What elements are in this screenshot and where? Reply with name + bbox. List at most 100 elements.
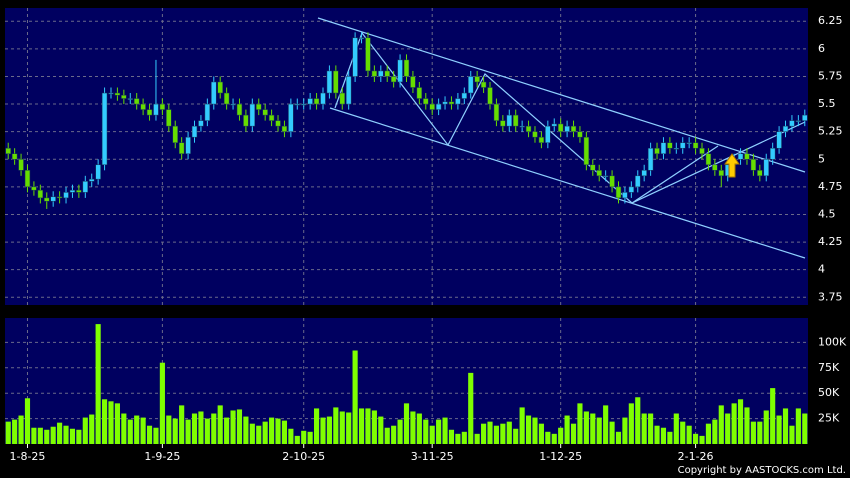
candle-body: [513, 114, 519, 127]
volume-bar: [461, 431, 467, 444]
volume-bar: [455, 433, 461, 444]
candle-body: [236, 103, 243, 116]
volume-bar: [648, 413, 654, 444]
candle-body: [294, 103, 300, 106]
candle-body: [339, 92, 345, 105]
candle-body: [275, 120, 281, 127]
candle-body: [564, 125, 570, 132]
volume-bar: [230, 410, 236, 444]
candle-body: [185, 136, 191, 154]
candle-body: [18, 159, 24, 171]
x-tick-label: 2-1-26: [678, 450, 714, 463]
candle-body: [583, 136, 590, 166]
candle-body: [442, 101, 448, 105]
volume-bar: [725, 413, 731, 444]
candle-body: [718, 170, 724, 177]
candle-body: [198, 120, 204, 127]
volume-bar: [24, 398, 31, 444]
volume-bar: [712, 419, 718, 444]
volume-bar: [179, 405, 185, 444]
candle-body: [712, 164, 718, 171]
candle-body: [673, 147, 679, 150]
volume-bar: [410, 411, 416, 444]
candle-body: [101, 92, 108, 166]
volume-bar: [506, 421, 512, 444]
candle-body: [686, 142, 692, 144]
candle-body: [114, 92, 121, 96]
candle-body: [288, 103, 294, 132]
volume-bar: [436, 419, 442, 444]
volume-bar: [365, 408, 371, 444]
volume-bar: [699, 435, 705, 444]
x-tick-label: 3-11-25: [411, 450, 454, 463]
volume-bar: [564, 415, 570, 444]
volume-bar: [95, 324, 101, 444]
y-tick-label: 100K: [818, 335, 847, 348]
volume-bar: [570, 423, 577, 444]
y-tick-label: 5.5: [818, 97, 836, 110]
trend-line: [631, 145, 719, 204]
candle-body: [615, 186, 622, 199]
y-tick-label: 4.75: [818, 180, 843, 193]
volume-bar: [731, 403, 737, 444]
candle-body: [660, 142, 667, 154]
candle-body: [268, 114, 275, 121]
volume-bar: [256, 425, 262, 444]
candle-body: [249, 103, 256, 127]
volume-bar: [69, 428, 76, 444]
volume-bar: [577, 403, 583, 444]
volume-bar: [442, 417, 448, 444]
candle-body: [5, 147, 11, 154]
signal-arrow: [724, 153, 740, 178]
volume-bar: [686, 425, 692, 444]
volume-bar: [134, 415, 140, 444]
candle-body: [11, 153, 18, 160]
candle-body: [345, 76, 352, 105]
volume-bar: [705, 423, 711, 444]
candle-body: [63, 192, 69, 199]
y-tick-label: 75K: [818, 361, 840, 374]
candle-body: [108, 92, 114, 95]
volume-bar: [596, 417, 602, 444]
candle-body: [352, 37, 358, 77]
candle-body: [146, 109, 153, 116]
candle-body: [641, 170, 647, 177]
volume-bar: [500, 423, 506, 444]
volume-bar: [603, 405, 609, 444]
candle-body: [69, 189, 76, 193]
candle-body: [243, 114, 249, 127]
candle-body: [776, 131, 782, 149]
volume-bar: [44, 429, 50, 444]
volume-bar: [474, 433, 480, 444]
candle-body: [333, 70, 339, 94]
volume-bar: [609, 421, 615, 444]
candle-body: [256, 103, 262, 110]
candle-body: [737, 153, 744, 160]
volume-bar: [744, 407, 750, 444]
volume-bar: [397, 419, 403, 444]
volume-bar: [481, 423, 487, 444]
volume-bar: [127, 419, 133, 444]
candle-body: [159, 103, 166, 110]
candle-body: [384, 70, 390, 77]
volume-bar: [185, 419, 191, 444]
candle-body: [423, 98, 429, 105]
candle-body: [217, 81, 223, 94]
volume-bar: [198, 411, 204, 444]
candle-body: [178, 142, 185, 154]
volume-bar: [667, 431, 673, 444]
volume-bar: [795, 408, 801, 444]
volume-bar: [384, 427, 390, 444]
candle-body: [744, 153, 750, 160]
candle-body: [358, 37, 365, 40]
volume-bar: [757, 421, 763, 444]
volume-bar: [371, 410, 377, 444]
candle-body: [365, 37, 371, 72]
y-tick-label: 6.25: [818, 14, 843, 27]
candle-body: [281, 125, 288, 132]
volume-bar: [802, 413, 808, 444]
volume-bar: [108, 401, 114, 444]
volume-bar: [50, 426, 56, 444]
